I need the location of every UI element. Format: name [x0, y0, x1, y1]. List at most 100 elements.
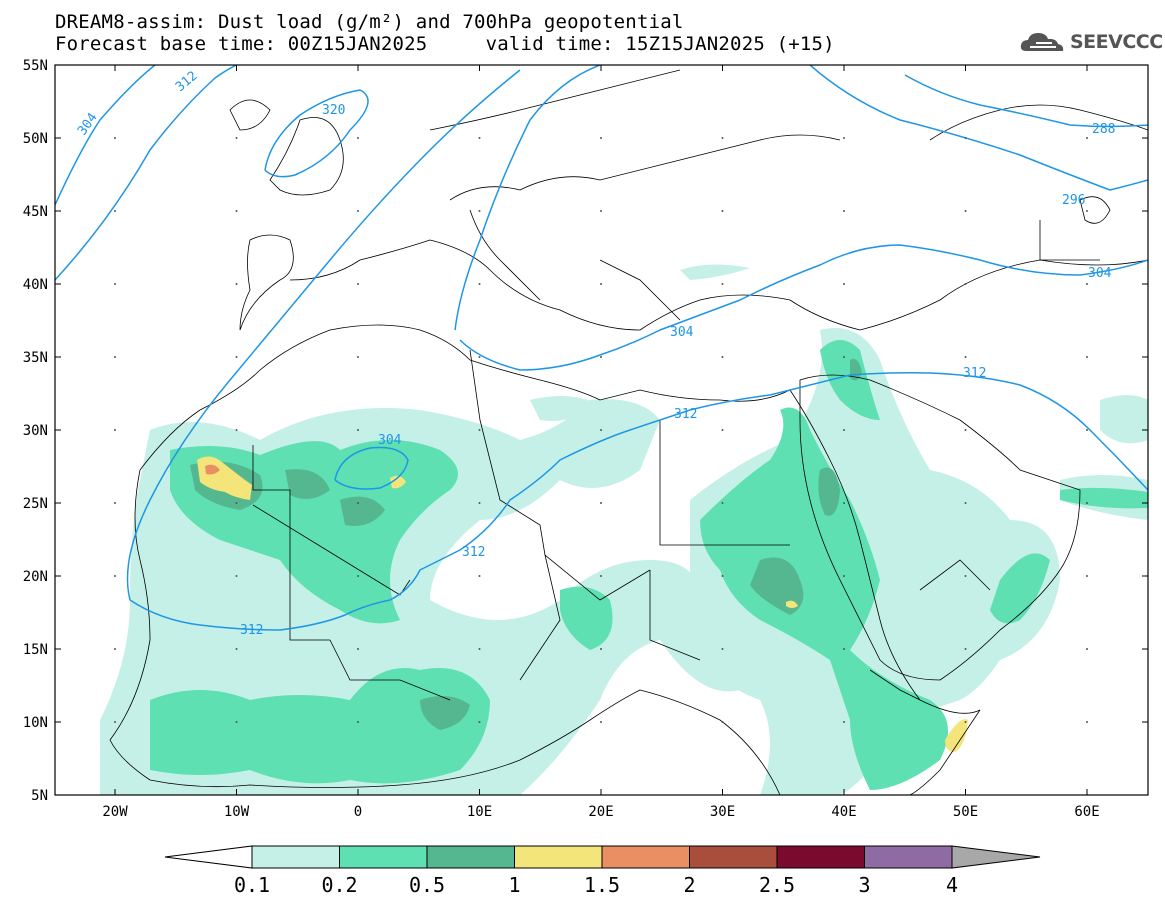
- grid-dot: [843, 648, 845, 650]
- latitude-label: 40N: [23, 277, 48, 293]
- grid-dot: [1086, 429, 1088, 431]
- grid-dot: [600, 648, 602, 650]
- grid-dot: [114, 502, 116, 504]
- contour-label: 312: [462, 545, 485, 560]
- latitude-label: 25N: [23, 496, 48, 512]
- colorbar-swatch: [689, 845, 778, 869]
- grid-dot: [600, 356, 602, 358]
- grid-dot: [843, 429, 845, 431]
- colorbar-label: 0.5: [409, 873, 445, 897]
- grid-dot: [357, 210, 359, 212]
- grid-dot: [357, 283, 359, 285]
- longitude-label: 20E: [588, 804, 613, 820]
- grid-dot: [235, 502, 238, 504]
- contour-label: 312: [173, 68, 201, 95]
- grid-dot: [478, 356, 481, 358]
- colorbar-label: 0.2: [321, 873, 357, 897]
- longitude-label: 40E: [831, 804, 856, 820]
- colorbar-swatch: [776, 845, 865, 869]
- longitude-label: 30E: [710, 804, 735, 820]
- grid-dot: [721, 356, 724, 358]
- colorbar-label: 3: [858, 873, 870, 897]
- grid-dot: [843, 502, 845, 504]
- grid-dot: [600, 721, 602, 723]
- grid-dot: [721, 721, 724, 723]
- grid-dot: [964, 502, 967, 504]
- contour-label: 304: [75, 110, 101, 138]
- grid-dot: [114, 648, 116, 650]
- grid-dot: [357, 502, 359, 504]
- cloud-logo-icon: [1020, 33, 1064, 51]
- colorbar-swatch: [601, 845, 690, 869]
- grid-dot: [964, 283, 967, 285]
- grid-dot: [235, 210, 238, 212]
- grid-dot: [721, 210, 724, 212]
- contour-label: 296: [1062, 193, 1085, 208]
- grid-dot: [357, 648, 359, 650]
- grid-dot: [600, 429, 602, 431]
- longitude-label: 10W: [224, 804, 250, 820]
- grid-dot: [964, 648, 967, 650]
- grid-dot: [721, 648, 724, 650]
- colorbar-swatch: [339, 845, 428, 869]
- seevccc-logo: SEEVCCC: [1018, 27, 1163, 57]
- color-bar: 0.1 0.2 0.5 1 1.5 2 2.5 3 4: [164, 845, 1041, 897]
- latitude-label: 45N: [23, 204, 48, 220]
- latitude-labels: 55N 50N 45N 40N 35N 30N 25N 20N 15N 10N 5N: [23, 58, 48, 804]
- grid-dot: [721, 429, 724, 431]
- latitude-label: 50N: [23, 131, 48, 147]
- latitude-label: 20N: [23, 569, 48, 585]
- grid-dot: [235, 648, 238, 650]
- grid-dot: [357, 137, 359, 139]
- grid-dot: [600, 210, 602, 212]
- dust-level-1-5: [205, 464, 220, 475]
- longitude-label: 50E: [953, 804, 978, 820]
- colorbar-label: 0.1: [234, 873, 270, 897]
- grid-dot: [478, 210, 481, 212]
- latitude-label: 15N: [23, 642, 48, 658]
- contour-label: 304: [378, 433, 402, 448]
- grid-dot: [478, 283, 481, 285]
- grid-dot: [1086, 137, 1088, 139]
- colorbar-under-arrow: [164, 845, 253, 869]
- longitude-label: 60E: [1074, 804, 1099, 820]
- grid-dot: [964, 721, 967, 723]
- grid-dot: [357, 575, 359, 577]
- grid-dot: [600, 137, 602, 139]
- grid-dot: [478, 429, 481, 431]
- geopotential-contours: [55, 65, 1148, 631]
- latitude-label: 55N: [23, 58, 48, 74]
- longitude-label: 0: [354, 804, 362, 820]
- grid-dot: [114, 283, 116, 285]
- grid-dot: [1086, 575, 1088, 577]
- contour-label: 304: [670, 325, 694, 340]
- latitude-label: 5N: [31, 788, 48, 804]
- grid-dot: [235, 137, 238, 139]
- colorbar-swatch: [514, 845, 603, 869]
- grid-dot: [1086, 502, 1088, 504]
- grid-dot: [964, 137, 967, 139]
- grid-dot: [478, 502, 481, 504]
- colorbar-label: 2.5: [759, 873, 795, 897]
- contour-label: 312: [674, 407, 697, 422]
- grid-dot: [478, 575, 481, 577]
- grid-dot: [964, 356, 967, 358]
- longitude-label: 10E: [467, 804, 492, 820]
- contour-label: 304: [1088, 266, 1112, 281]
- grid-dot: [721, 283, 724, 285]
- grid-dot: [1086, 721, 1088, 723]
- grid-dot: [843, 575, 845, 577]
- colorbar-label: 2: [683, 873, 695, 897]
- grid-dot: [235, 721, 238, 723]
- grid-dot: [600, 575, 602, 577]
- grid-dot: [843, 283, 845, 285]
- grid-dot: [721, 575, 724, 577]
- forecast-time-line: Forecast base time: 00Z15JAN2025 valid t…: [55, 33, 835, 55]
- longitude-label: 20W: [102, 804, 128, 820]
- grid-dot: [600, 502, 602, 504]
- colorbar-over-arrow: [951, 845, 1041, 869]
- colorbar-swatch: [426, 845, 515, 869]
- grid-dot: [114, 429, 116, 431]
- grid-dot: [478, 648, 481, 650]
